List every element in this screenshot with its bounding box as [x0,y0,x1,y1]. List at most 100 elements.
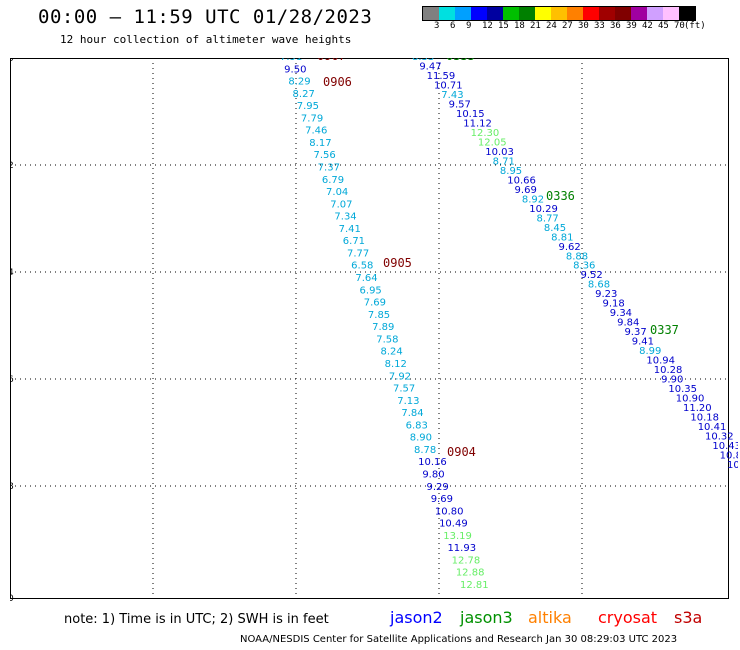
wave-height-value: 7.04 [326,187,348,198]
wave-height-value: 8.92 [522,194,544,205]
wave-height-value: 8.29 [288,77,310,88]
page-subtitle: 12 hour collection of altimeter wave hei… [60,33,352,46]
wave-height-value: 9.50 [284,64,306,75]
latitude-label: -48 [10,482,14,492]
wave-height-value: 7.89 [372,322,394,333]
wave-height-value: 10.41 [698,422,727,433]
legend-jason2: jason2 [390,608,443,627]
wave-height-value: 7.85 [368,310,390,321]
color-swatch [647,7,663,20]
legend-s3a: s3a [674,608,703,627]
color-swatch [487,7,503,20]
wave-height-value: 8.27 [293,89,315,100]
color-swatch [535,7,551,20]
wave-height-value: 12.81 [460,580,489,591]
wave-height-value: 7.46 [305,126,327,137]
color-swatch [439,7,455,20]
pass-time-label: 0907 [317,58,346,63]
wave-height-value: 7.69 [364,298,386,309]
wave-height-value: 7.95 [297,101,319,112]
wave-height-value: 7.92 [389,371,411,382]
color-scale-label: 24 [546,21,557,31]
wave-height-value: 7.84 [401,408,423,419]
wave-height-value: 8.99 [639,346,661,357]
wave-height-value: 10.32 [705,432,734,443]
wave-height-value: 9.18 [602,299,624,310]
wave-height-map: -40-42-44-46-48-50-165-162-159-156-153-1… [10,58,738,603]
wave-height-value: 8.36 [573,261,595,272]
pass-time-label: 0335 [446,58,475,63]
color-scale-label: 33 [594,21,605,31]
wave-height-value: 6.83 [406,420,428,431]
color-scale-label: 12 [482,21,493,31]
color-scale-label: 30 [578,21,589,31]
footer-credit: NOAA/NESDIS Center for Satellite Applica… [240,634,678,645]
color-swatch [615,7,631,20]
color-scale-label: 27 [562,21,573,31]
wave-height-value: 7.37 [318,163,340,174]
pass-time-label: 0905 [383,256,412,270]
pass-time-label: 0337 [650,323,679,337]
color-scale-bar [422,6,696,21]
wave-height-value: 8.71 [493,156,515,167]
wave-height-value: 7.13 [397,396,419,407]
latitude-label: -42 [10,161,14,171]
latitude-label: -44 [10,268,14,278]
wave-height-value: 10.80 [435,506,464,517]
color-swatch [631,7,647,20]
wave-height-value: 12.78 [452,555,481,566]
wave-height-value: 10.29 [529,204,558,215]
wave-height-value: 7.79 [301,113,323,124]
wave-height-value: 8.68 [588,280,610,291]
color-scale-label: (ft) [684,21,706,31]
wave-height-value: 7.58 [376,334,398,345]
wave-height-value: 9.52 [580,270,602,281]
wave-height-value: 9.69 [431,494,453,505]
wave-height-value: 8.17 [309,138,331,149]
color-scale-label: 3 [434,21,440,31]
color-swatch [567,7,583,20]
color-scale-label: 70 [674,21,685,31]
wave-height-value: 9.41 [632,337,654,348]
color-swatch [583,7,599,20]
wave-height-value: 12.05 [478,137,507,148]
wave-height-value: 9.84 [617,318,639,329]
wave-height-value: 9.29 [427,482,449,493]
page-title: 00:00 – 11:59 UTC 01/28/2023 [38,6,373,28]
legend-cryosat: cryosat [598,608,658,627]
wave-height-value: 8.24 [380,347,402,358]
wave-height-value: 10.71 [434,80,463,91]
latitude-label: -46 [10,375,14,385]
legend-jason3: jason3 [460,608,513,627]
pass-time-label: 0336 [546,189,575,203]
wave-height-value: 8.12 [385,359,407,370]
wave-height-value: 10.43 [712,441,738,452]
latitude-label: -50 [10,594,14,603]
wave-height-value: 7.91 [280,58,302,63]
color-scale-label: 21 [530,21,541,31]
color-swatch [503,7,519,20]
wave-height-value: 10.15 [456,109,485,120]
wave-height-value: 10.28 [654,365,683,376]
wave-height-value: 8.81 [551,232,573,243]
color-swatch [423,7,439,20]
color-scale-label: 6 [450,21,456,31]
color-scale-label: 9 [466,21,472,31]
wave-height-value: 10.66 [507,175,536,186]
wave-height-value: 8.45 [544,223,566,234]
wave-height-value: 9.23 [595,289,617,300]
wave-height-value: 12.88 [456,568,485,579]
wave-height-value: 13.19 [443,531,472,542]
wave-height-value: 8.90 [410,433,432,444]
wave-height-value: 10.49 [439,519,468,530]
wave-height-value: 6.71 [343,236,365,247]
color-swatch [599,7,615,20]
color-scale-labels: 3 6 9 12 15 18 21 24 27 30 33 36 39 42 45 70 (ft) [422,21,740,33]
wave-height-value: 10.03 [485,147,514,158]
wave-height-value: 8.77 [537,213,559,224]
color-scale-label: 18 [514,21,525,31]
color-scale-label: 36 [610,21,621,31]
wave-height-value: 9.80 [422,469,444,480]
wave-height-value: 10.35 [668,384,697,395]
color-swatch [471,7,487,20]
